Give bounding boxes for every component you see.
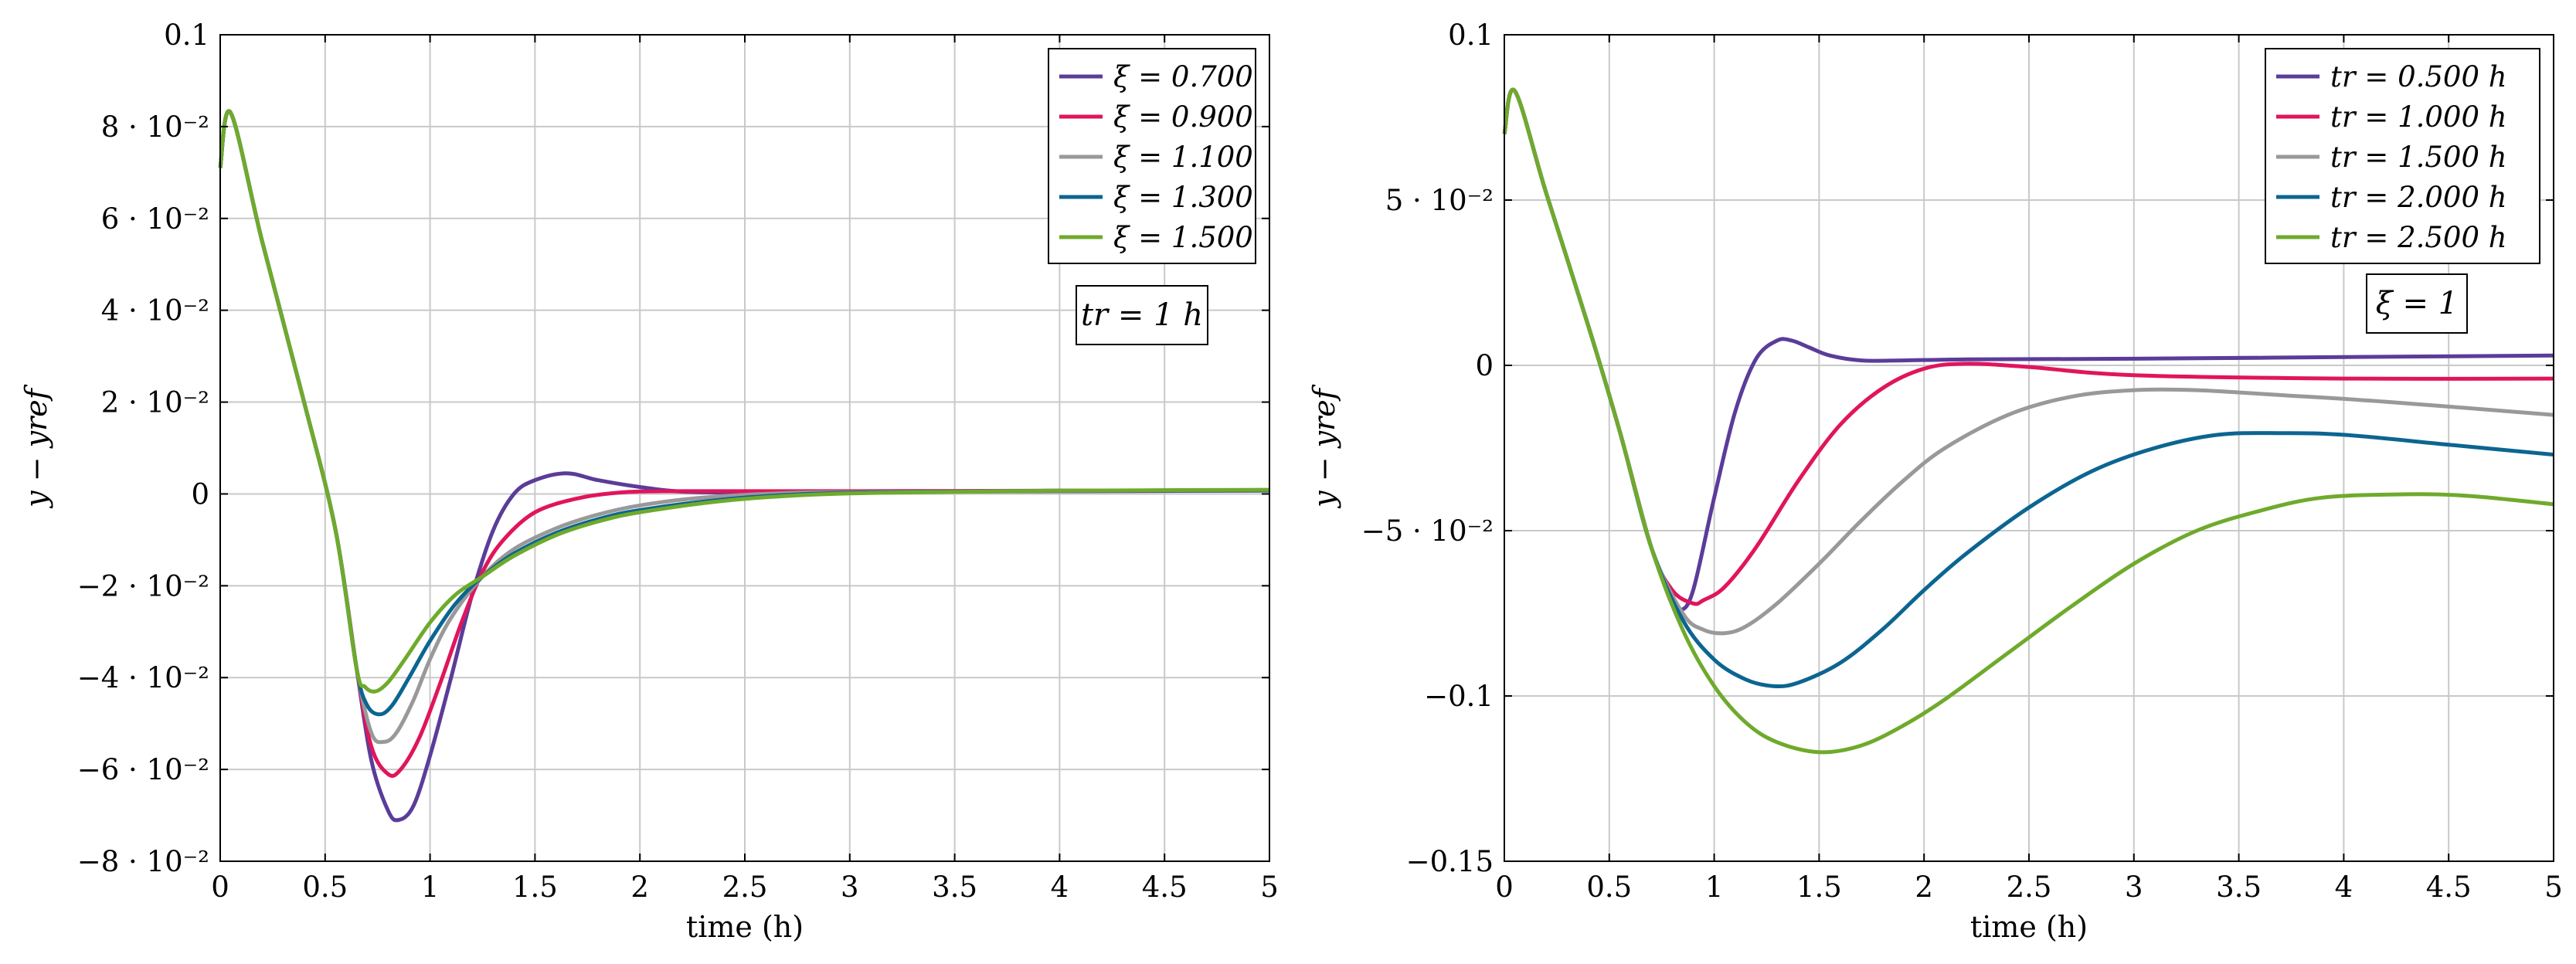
series-group-left: [218, 109, 1270, 823]
x-tick-label: 3.5: [2216, 871, 2262, 904]
y-tick-label: −0.15: [1406, 845, 1494, 878]
x-tick-label: 0: [1495, 871, 1514, 904]
legend-entry: tr = 1.000 h: [2330, 100, 2507, 134]
y-tick-label: 4 · 10⁻²: [101, 294, 209, 328]
y-tick-label: 8 · 10⁻²: [101, 110, 209, 144]
x-tick-label: 4: [2335, 871, 2353, 904]
chart-right: 0 0.5 1 1.5 2 2.5 3 3.5 4 4.5 5 0.1 5 · 10⁻² 0 −5 · 1…: [1307, 19, 2563, 944]
y-tick-label: 2 · 10⁻²: [101, 386, 209, 419]
x-tick-label: 4.5: [1142, 871, 1188, 904]
x-tick-label: 3.5: [932, 871, 977, 904]
x-tick-label: 5: [1260, 871, 1279, 904]
y-tick-label: 0: [1475, 349, 1494, 382]
legend-entry: ξ = 1.100: [1113, 141, 1253, 174]
y-tick-label: −6 · 10⁻²: [77, 753, 209, 786]
y-tick-label: 0.1: [164, 19, 209, 52]
y-tick-label: 0.1: [1448, 19, 1494, 52]
x-tick-label: 1.5: [1796, 871, 1842, 904]
legend-entry: tr = 2.000 h: [2330, 181, 2507, 214]
x-tick-label: 2.5: [722, 871, 768, 904]
x-tick-label: 2.5: [2007, 871, 2052, 904]
annotation-text-left: tr = 1 h: [1081, 297, 1203, 333]
y-axis-label-right: y − yref: [1307, 384, 1341, 509]
chart-left: 0 0.5 1 1.5 2 2.5 3 3.5 4 4.5 5 0.1 8 · 10⁻² 6 · 10⁻…: [19, 19, 1279, 944]
y-ticks-right: 0.1 5 · 10⁻² 0 −5 · 10⁻² −0.1 −0.15: [1361, 19, 2554, 878]
y-tick-label: −4 · 10⁻²: [77, 661, 209, 694]
y-tick-label: 6 · 10⁻²: [101, 202, 209, 236]
series-line-5: [218, 109, 1270, 694]
x-axis-label-right: time (h): [1970, 910, 2088, 944]
x-tick-label: 2: [1915, 871, 1933, 904]
x-tick-label: 3: [2125, 871, 2143, 904]
annotation-text-right: ξ = 1: [2376, 286, 2458, 321]
x-tick-label: 1: [1705, 871, 1724, 904]
legend-entry: tr = 2.500 h: [2330, 221, 2507, 254]
x-tick-label: 4.5: [2426, 871, 2472, 904]
y-tick-label: 5 · 10⁻²: [1385, 184, 1494, 217]
x-ticks-left: 0 0.5 1 1.5 2 2.5 3 3.5 4 4.5 5: [211, 35, 1279, 904]
x-tick-label: 1.5: [512, 871, 558, 904]
legend-entry: ξ = 0.700: [1113, 60, 1253, 93]
x-tick-label: 0.5: [1586, 871, 1632, 904]
series-line-5: [1502, 87, 2554, 755]
y-axis-label-left: y − yref: [19, 384, 53, 509]
legend-entry: ξ = 0.900: [1113, 100, 1253, 134]
x-axis-label-left: time (h): [686, 910, 804, 944]
x-tick-label: 3: [841, 871, 859, 904]
y-ticks-left: 0.1 8 · 10⁻² 6 · 10⁻² 4 · 10⁻² 2 · 10⁻² 0 −2 ·…: [77, 19, 1269, 878]
x-tick-label: 1: [421, 871, 440, 904]
x-tick-label: 0: [211, 871, 229, 904]
series-group-right: [1502, 87, 2554, 755]
legend-right: tr = 0.500 h tr = 1.000 h tr = 1.500 h tr =…: [2265, 48, 2540, 264]
x-tick-label: 2: [630, 871, 649, 904]
annotation-box-left: tr = 1 h: [1076, 285, 1208, 345]
legend-left: ξ = 0.700 ξ = 0.900 ξ = 1.100 ξ = 1.300 ξ = …: [1048, 48, 1256, 264]
annotation-box-right: ξ = 1: [2366, 273, 2468, 334]
y-tick-label: −0.1: [1424, 680, 1494, 713]
y-tick-label: −2 · 10⁻²: [77, 569, 209, 602]
legend-entry: tr = 0.500 h: [2330, 60, 2507, 93]
x-tick-label: 5: [2544, 871, 2563, 904]
y-tick-label: 0: [191, 477, 209, 511]
y-tick-label: −5 · 10⁻²: [1361, 514, 1494, 548]
x-tick-label: 4: [1051, 871, 1069, 904]
legend-entry: tr = 1.500 h: [2330, 141, 2507, 174]
x-tick-label: 0.5: [302, 871, 348, 904]
legend-entry: ξ = 1.500: [1113, 221, 1253, 254]
legend-entry: ξ = 1.300: [1113, 181, 1253, 214]
y-tick-label: −8 · 10⁻²: [77, 845, 209, 878]
x-ticks-right: 0 0.5 1 1.5 2 2.5 3 3.5 4 4.5 5: [1495, 35, 2563, 904]
